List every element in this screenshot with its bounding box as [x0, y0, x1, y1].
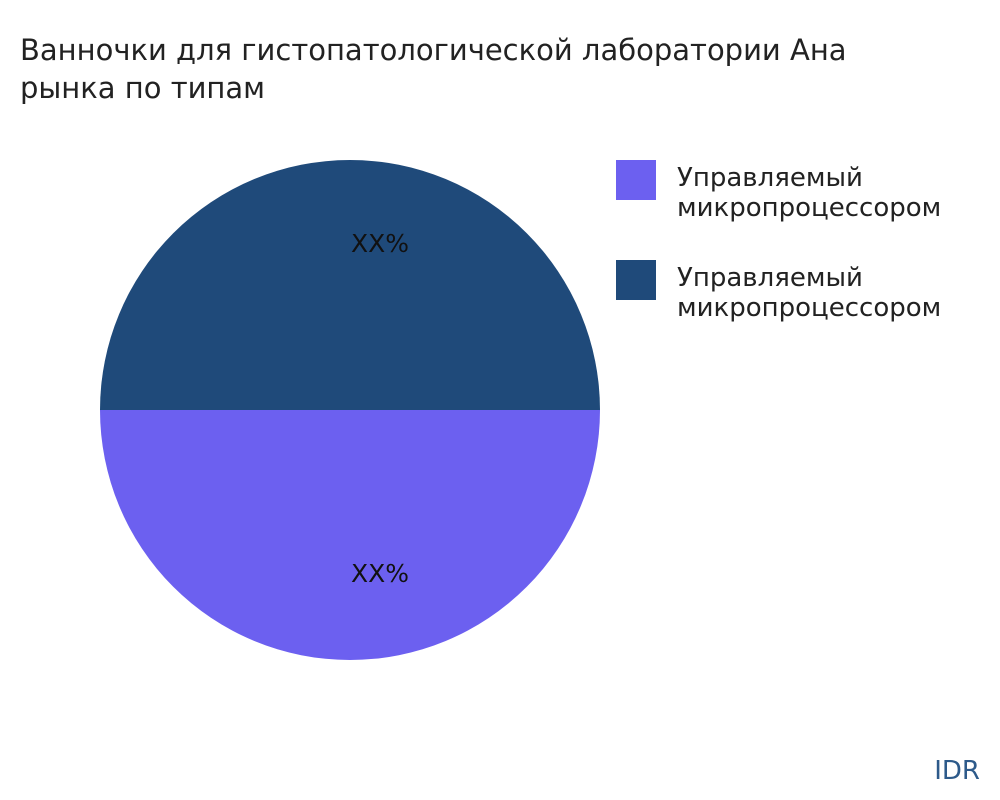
legend-label: Управляемый микропроцессором	[677, 263, 942, 323]
slice-label: XX%	[351, 229, 409, 258]
legend-item: Управляемый микропроцессором	[616, 160, 977, 223]
slice-label: XX%	[351, 559, 409, 588]
legend-swatch	[616, 160, 656, 200]
pie-slice	[100, 160, 600, 410]
watermark: IDR	[934, 756, 980, 786]
legend-item: Управляемый микропроцессором	[616, 260, 977, 323]
pie-slice	[100, 410, 600, 660]
chart-title: Ванночки для гистопатологической лаборат…	[20, 33, 847, 67]
legend-label: Управляемый микропроцессором	[677, 163, 942, 223]
chart-title: рынка по типам	[20, 71, 265, 105]
legend-swatch	[616, 260, 656, 300]
